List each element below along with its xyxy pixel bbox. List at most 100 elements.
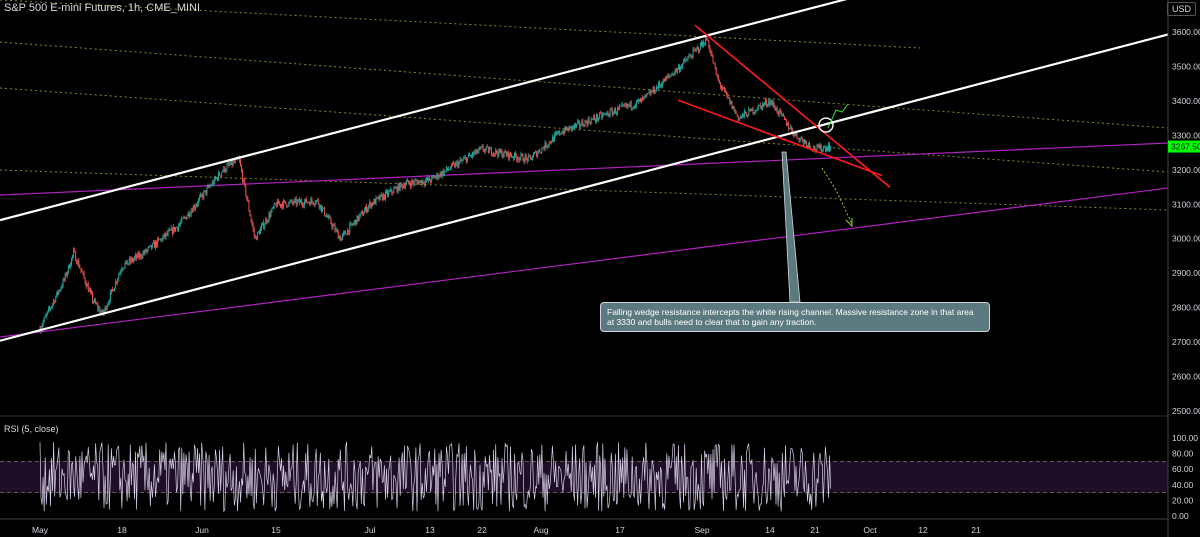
candle-body (401, 184, 403, 188)
candle-body (79, 267, 81, 269)
candle-body (826, 147, 827, 151)
candle-body (772, 102, 774, 105)
candle-body (379, 194, 381, 200)
candle-body (213, 177, 215, 185)
candle-body (94, 299, 96, 303)
candle-body (692, 49, 694, 58)
candle-body (560, 133, 562, 135)
candle-body (652, 87, 654, 93)
candle-body (559, 131, 561, 135)
time-tick-label: 15 (271, 525, 281, 535)
candle-body (610, 109, 612, 111)
rsi-indicator-label[interactable]: RSI (5, close) (4, 424, 59, 434)
candle-body (218, 172, 219, 180)
candle-body (120, 271, 122, 273)
rsi-tick-label: 100.00 (1172, 433, 1198, 443)
candle-body (68, 265, 70, 269)
candle-body (621, 104, 623, 106)
candle-body (354, 220, 356, 223)
candle-body (688, 55, 690, 58)
candle-body (548, 141, 550, 146)
candle-body (430, 180, 432, 182)
candle-body (492, 154, 493, 156)
candle-body (357, 215, 359, 221)
candle-body (747, 116, 749, 118)
candle-body (582, 121, 584, 126)
candle-body (136, 255, 138, 258)
candle-body (74, 250, 76, 252)
candle-body (475, 149, 477, 153)
candle-body (462, 158, 464, 161)
candle-body (716, 74, 718, 77)
candle-body (294, 199, 296, 201)
price-tick-label: 2900.00 (1172, 268, 1200, 278)
candle-body (719, 82, 721, 87)
candle-body (563, 131, 565, 134)
candle-body (299, 200, 301, 203)
candle-body (152, 242, 154, 244)
candle-body (816, 145, 818, 151)
candle-body (101, 310, 103, 312)
currency-button[interactable]: USD (1166, 2, 1196, 16)
candle-body (164, 234, 166, 238)
candle-body (261, 225, 262, 229)
candle-body (684, 59, 686, 61)
candle-body (480, 146, 482, 149)
candle-body (488, 149, 490, 153)
candle-body (609, 109, 611, 116)
candle-body (110, 289, 112, 293)
candle-body (459, 159, 461, 163)
candle-body (356, 215, 358, 225)
candle-body (181, 218, 183, 223)
candle-body (568, 126, 570, 131)
candle-body (643, 96, 645, 99)
candle-body (522, 154, 524, 162)
candle-body (128, 258, 130, 264)
candle-body (143, 252, 145, 254)
candle-body (658, 82, 659, 89)
candle-body (406, 181, 407, 185)
candle-body (397, 184, 399, 192)
time-tick-label: 12 (918, 525, 928, 535)
time-tick-label: Jul (365, 525, 376, 535)
candle-body (435, 176, 437, 179)
candle-body (739, 117, 741, 119)
candle-body (50, 308, 51, 310)
candle-body (378, 196, 380, 200)
candle-body (769, 101, 771, 105)
candle-body (596, 115, 597, 121)
candle-body (230, 160, 232, 165)
candle-body (308, 202, 310, 204)
candle-body (653, 87, 655, 93)
annotation-callout[interactable]: Falling wedge resistance intercepts the … (600, 302, 990, 332)
candle-body (464, 157, 466, 159)
candle-body (465, 157, 467, 163)
price-tick-label: 3300.00 (1172, 130, 1200, 140)
candle-body (385, 191, 386, 199)
candle-body (319, 204, 321, 209)
candle-body (160, 238, 162, 240)
candle-body (362, 213, 364, 216)
candle-body (732, 106, 734, 109)
candle-body (173, 226, 175, 232)
candle-body (743, 113, 744, 117)
candle-body (683, 59, 685, 64)
candle-body (419, 180, 421, 182)
bearish-projection-arrow (821, 167, 853, 225)
candle-body (275, 204, 277, 207)
candle-body (770, 101, 772, 105)
candle-body (329, 216, 331, 218)
candle-body (226, 165, 228, 171)
candle-body (95, 299, 97, 304)
candle-body (302, 203, 303, 206)
candle-body (708, 41, 710, 48)
candle-body (620, 105, 622, 107)
candle-body (641, 98, 643, 103)
candle-body (92, 293, 93, 302)
candle-body (187, 212, 189, 217)
candle-body (53, 300, 55, 304)
candle-body (463, 157, 465, 159)
candle-body (45, 314, 47, 317)
candle-body (47, 308, 49, 312)
